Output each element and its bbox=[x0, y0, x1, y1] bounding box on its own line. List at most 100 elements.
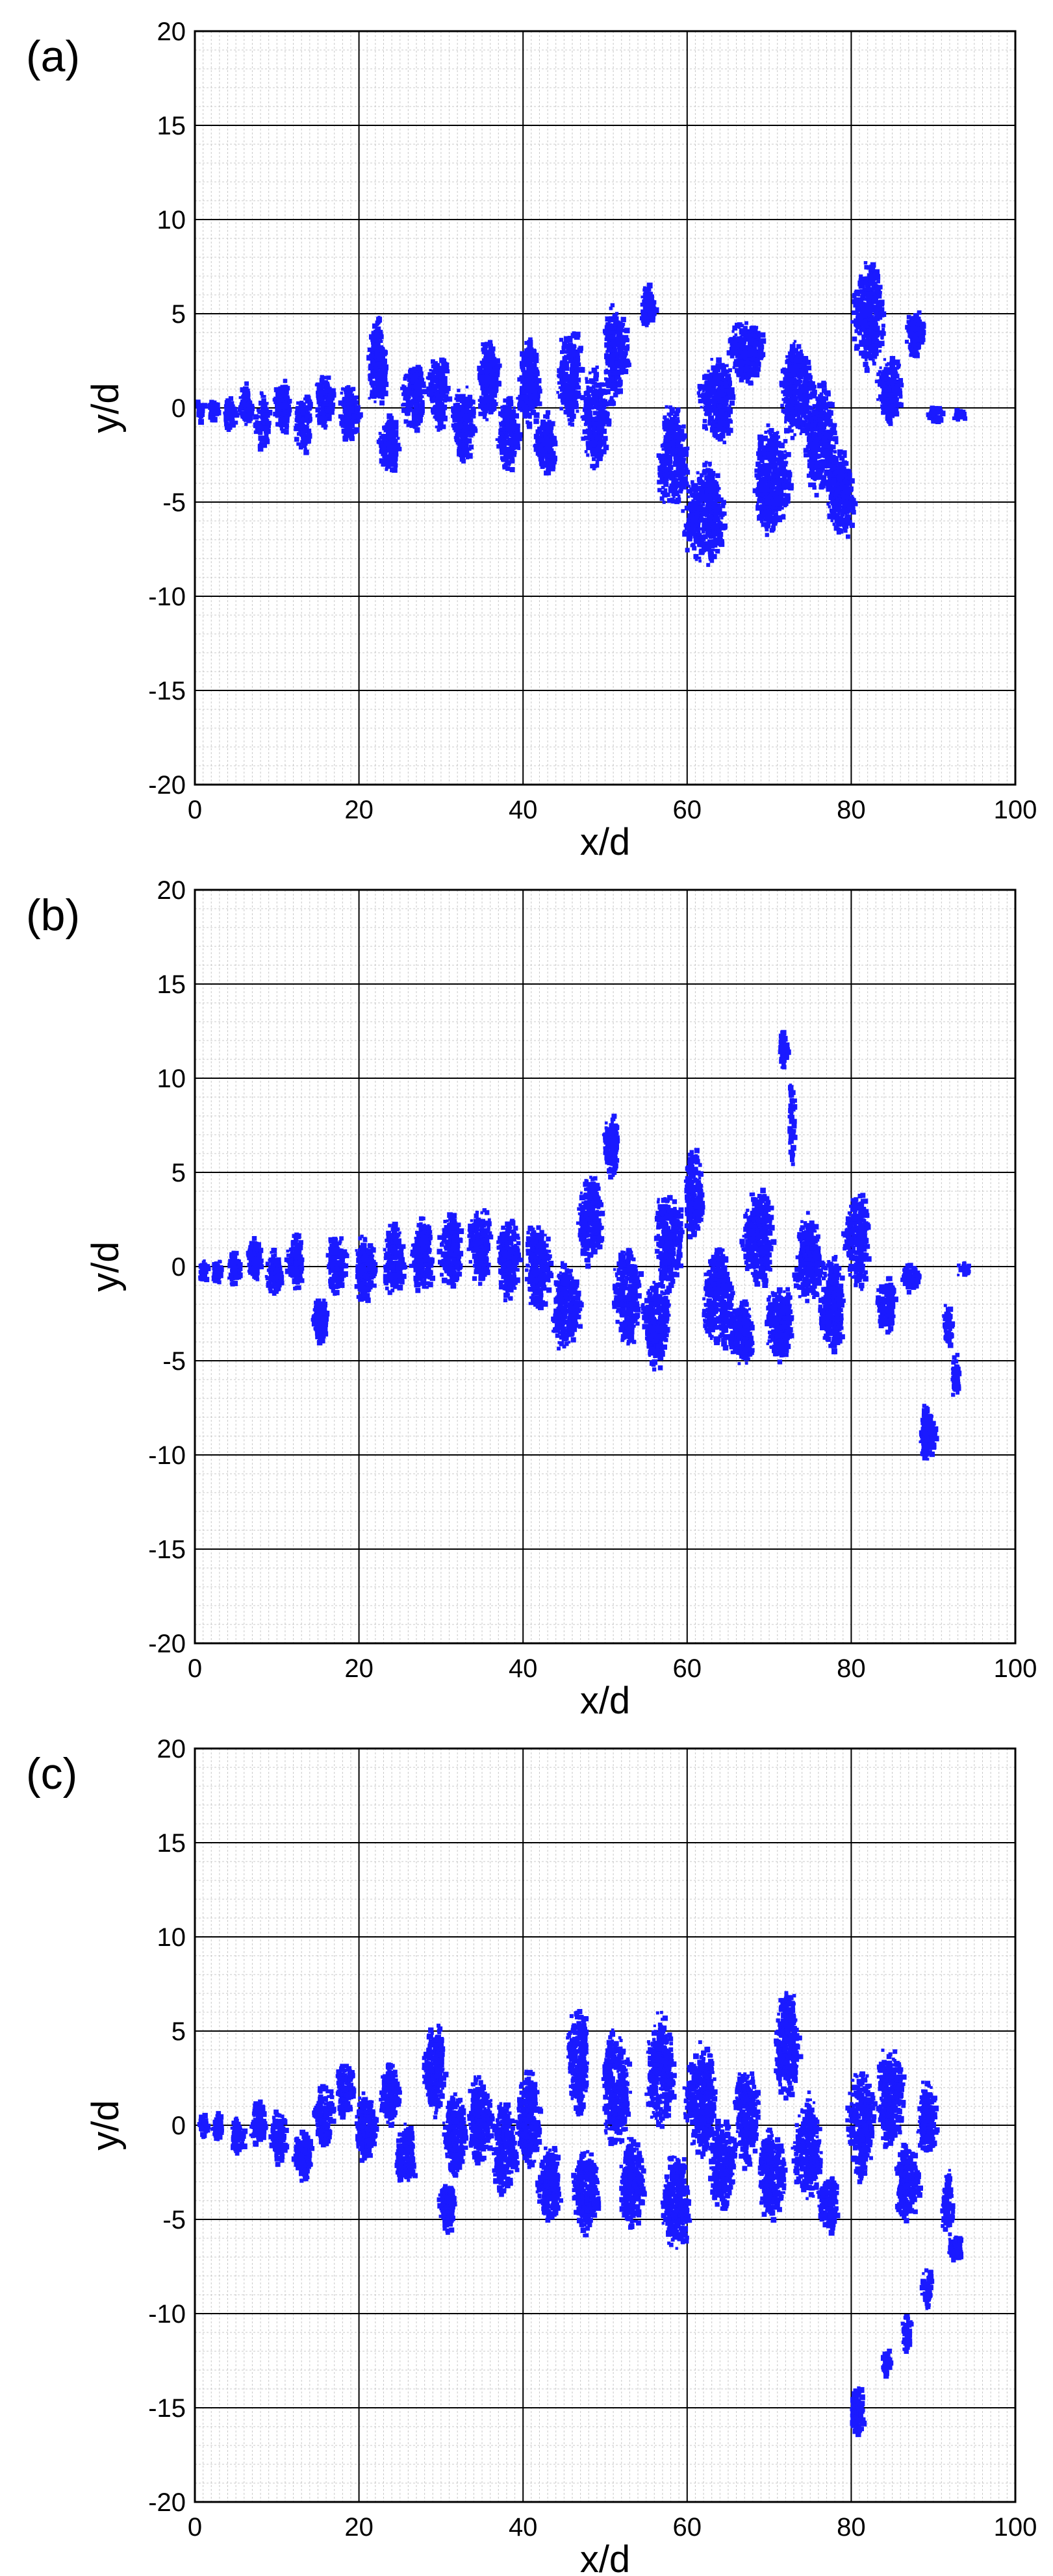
vortex-cluster-2 bbox=[227, 1250, 243, 1287]
vortex-cluster-21 bbox=[683, 1148, 705, 1240]
vortex-cluster-28 bbox=[792, 1211, 826, 1304]
vortex-cluster-17 bbox=[533, 410, 558, 476]
y-tick-label: 5 bbox=[171, 2017, 186, 2046]
vortex-cluster-7 bbox=[314, 375, 336, 430]
vortex-cluster-8 bbox=[354, 1234, 378, 1304]
vortex-cluster-2 bbox=[230, 2116, 248, 2156]
x-axis-title: x/d bbox=[580, 2538, 630, 2576]
x-tick-label: 0 bbox=[188, 1654, 202, 1683]
vortex-cluster-6 bbox=[294, 394, 313, 455]
y-tick-label: 10 bbox=[157, 206, 186, 234]
vortex-cluster-18 bbox=[556, 331, 585, 427]
x-tick-label: 40 bbox=[509, 1654, 538, 1683]
vortex-cluster-23 bbox=[728, 1299, 755, 1365]
x-axis-title: x/d bbox=[580, 821, 630, 859]
x-tick-label: 80 bbox=[837, 796, 866, 824]
panel-label: (c) bbox=[26, 1749, 77, 1799]
particle-cloud bbox=[198, 1029, 971, 1461]
vortex-cluster-12 bbox=[466, 1208, 494, 1286]
y-tick-label: -15 bbox=[148, 1535, 186, 1564]
vortex-cluster-31 bbox=[875, 1276, 898, 1335]
y-tick-label: -20 bbox=[148, 1630, 186, 1658]
vortex-cluster-10 bbox=[409, 1216, 436, 1293]
vortex-cluster-6 bbox=[312, 2084, 336, 2148]
y-tick-label: -5 bbox=[162, 1347, 186, 1376]
vortex-cluster-15 bbox=[495, 396, 523, 473]
vortex-cluster-34 bbox=[942, 1304, 956, 1348]
vortex-cluster-22 bbox=[656, 405, 691, 505]
vortex-cluster-1 bbox=[207, 399, 222, 423]
vortex-cluster-11 bbox=[400, 364, 429, 433]
vortex-cluster-11 bbox=[437, 1212, 464, 1289]
vortex-cluster-21 bbox=[639, 283, 659, 327]
y-tick-label: 15 bbox=[157, 1829, 186, 1858]
vortex-cluster-14 bbox=[477, 340, 502, 422]
vortex-cluster-8 bbox=[354, 2091, 379, 2163]
vortex-cluster-30 bbox=[841, 1193, 872, 1291]
vortex-cluster-17 bbox=[602, 1113, 620, 1180]
vortex-cluster-2 bbox=[223, 396, 240, 433]
particle-cloud bbox=[196, 260, 968, 567]
panel-label: (b) bbox=[26, 890, 80, 940]
y-axis-title: y/d bbox=[84, 383, 127, 433]
vortex-cluster-5 bbox=[272, 379, 292, 435]
vortex-cluster-22 bbox=[644, 2010, 677, 2129]
y-tick-label: -15 bbox=[148, 677, 186, 705]
y-tick-label: -5 bbox=[162, 2206, 186, 2234]
vortex-cluster-27 bbox=[757, 2127, 788, 2223]
vortex-cluster-9 bbox=[366, 316, 389, 406]
vortex-cluster-19 bbox=[571, 2150, 602, 2238]
vortex-cluster-3 bbox=[249, 2099, 268, 2147]
x-tick-label: 0 bbox=[188, 2513, 202, 2542]
vortex-cluster-28 bbox=[774, 1991, 804, 2101]
minor-grid bbox=[195, 31, 1015, 785]
vortex-cluster-12 bbox=[437, 2184, 457, 2235]
vortex-cluster-30 bbox=[850, 260, 887, 373]
vortex-cluster-12 bbox=[425, 357, 453, 432]
y-tick-label: -10 bbox=[148, 1441, 186, 1470]
vortex-cluster-32 bbox=[900, 1263, 922, 1295]
vortex-cluster-25 bbox=[726, 321, 767, 386]
vortex-cluster-18 bbox=[566, 2009, 589, 2117]
vortex-cluster-15 bbox=[551, 1261, 584, 1351]
vortex-cluster-28 bbox=[803, 381, 839, 498]
vortex-cluster-8 bbox=[338, 385, 363, 442]
vortex-cluster-35 bbox=[940, 2169, 956, 2236]
vortex-cluster-34 bbox=[916, 2080, 940, 2153]
x-tick-label: 40 bbox=[509, 796, 538, 824]
y-tick-label: -10 bbox=[148, 583, 186, 611]
vortex-cluster-23 bbox=[660, 2155, 692, 2250]
x-tick-label: 60 bbox=[673, 2513, 702, 2542]
vortex-cluster-21 bbox=[619, 2137, 647, 2230]
vortex-cluster-14 bbox=[524, 1225, 554, 1311]
plot-frame bbox=[194, 1747, 1017, 2503]
minor-grid bbox=[195, 890, 1015, 1643]
vortex-cluster-11 bbox=[422, 2023, 449, 2119]
y-tick-label: 20 bbox=[157, 1735, 186, 1763]
y-tick-label: 15 bbox=[157, 112, 186, 140]
y-tick-label: -20 bbox=[148, 2488, 186, 2517]
vortex-cluster-27 bbox=[787, 1083, 798, 1167]
vortex-cluster-32 bbox=[904, 310, 926, 359]
vortex-cluster-26 bbox=[778, 1029, 791, 1070]
vortex-cluster-22 bbox=[702, 1247, 739, 1351]
vortex-cluster-13 bbox=[496, 1219, 524, 1302]
vortex-cluster-13 bbox=[450, 385, 478, 464]
vortex-cluster-1 bbox=[211, 1259, 224, 1285]
vortex-cluster-25 bbox=[708, 2118, 739, 2211]
x-axis-title: x/d bbox=[580, 1680, 630, 1717]
vortex-cluster-19 bbox=[580, 365, 612, 471]
y-tick-label: 0 bbox=[171, 1253, 186, 1282]
scatter-plot-b: 0 20 40 60 80 100 -20 -15 -10 -5 0 5 10 15 20 x/d y/d (b) bbox=[26, 876, 1037, 1717]
x-tick-label: 20 bbox=[344, 1654, 374, 1683]
vortex-cluster-36 bbox=[956, 1261, 971, 1277]
vortex-cluster-13 bbox=[442, 2092, 469, 2178]
y-tick-label: -5 bbox=[162, 488, 186, 517]
vortex-cluster-33 bbox=[919, 1404, 939, 1461]
vortex-cluster-10 bbox=[394, 2122, 418, 2183]
vortex-cluster-10 bbox=[376, 413, 402, 473]
vortex-cluster-4 bbox=[253, 391, 273, 452]
vortex-cluster-15 bbox=[491, 2102, 520, 2197]
particle-cloud bbox=[197, 1991, 964, 2438]
vortex-cluster-36 bbox=[947, 2235, 964, 2263]
